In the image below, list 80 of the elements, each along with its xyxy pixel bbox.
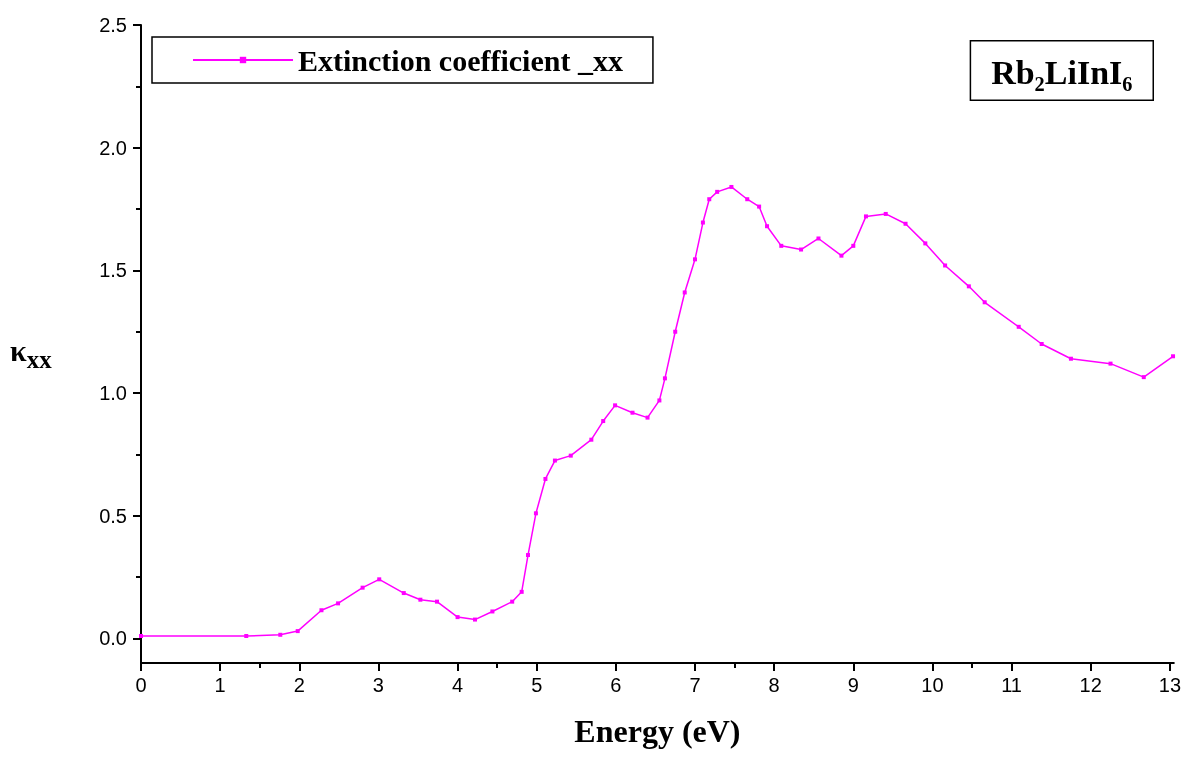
- point: [645, 415, 650, 420]
- point: [923, 241, 928, 246]
- point: [490, 609, 495, 614]
- point: [1171, 354, 1176, 359]
- point: [278, 632, 283, 637]
- point: [745, 197, 750, 202]
- x-tick-label: 11: [1001, 674, 1022, 696]
- y-tick-label: 1.5: [99, 259, 127, 282]
- point: [568, 453, 573, 458]
- point: [377, 577, 382, 582]
- point: [657, 398, 662, 403]
- x-tick-label: 6: [610, 674, 622, 696]
- point: [779, 243, 784, 248]
- point: [601, 419, 606, 424]
- point: [982, 300, 987, 305]
- point: [139, 634, 143, 639]
- point: [526, 553, 531, 558]
- point: [715, 189, 720, 194]
- point: [1141, 375, 1146, 380]
- point: [455, 615, 460, 620]
- point: [1068, 356, 1073, 361]
- point: [519, 589, 524, 594]
- point: [816, 236, 821, 241]
- point: [319, 608, 324, 613]
- x-tick-label: 9: [847, 674, 859, 696]
- y-axis-title: κ$_{xx}$: [10, 334, 52, 373]
- y-tick-label: 0.5: [99, 504, 127, 527]
- x-tick-label: 0: [135, 674, 147, 696]
- x-tick-label: 7: [689, 674, 701, 696]
- x-axis-title: Energy (eV): [574, 713, 741, 749]
- point: [510, 599, 515, 604]
- point: [435, 599, 439, 604]
- point: [729, 184, 734, 189]
- y-tick-label: 2.0: [99, 136, 127, 159]
- point: [418, 597, 423, 602]
- x-tick-label: 13: [1158, 674, 1181, 696]
- point: [533, 511, 538, 516]
- y-tick-label: 1.0: [99, 382, 127, 405]
- point: [1039, 342, 1044, 346]
- x-tick-label: 2: [293, 674, 305, 696]
- point: [401, 591, 406, 596]
- point: [903, 221, 908, 226]
- x-tick-label: 1: [214, 674, 226, 696]
- point: [863, 214, 868, 219]
- point: [662, 376, 667, 381]
- x-tick-label: 10: [921, 674, 944, 696]
- point: [943, 263, 948, 268]
- point: [700, 220, 705, 225]
- point: [839, 253, 844, 258]
- point: [765, 224, 770, 229]
- point: [799, 247, 804, 252]
- point: [1108, 361, 1113, 366]
- point: [244, 634, 249, 639]
- point: [360, 585, 365, 590]
- point: [693, 257, 698, 262]
- x-tick-label: 4: [452, 674, 464, 696]
- point: [295, 629, 300, 634]
- point: [966, 284, 971, 289]
- point: [682, 290, 687, 295]
- x-tick-label: 3: [372, 674, 384, 696]
- y-tick-label: 0.0: [99, 627, 127, 650]
- point: [613, 403, 618, 408]
- point: [673, 329, 678, 334]
- point: [883, 211, 888, 216]
- point: [589, 437, 594, 442]
- annotation: Rb₂LiInI₆: [991, 54, 1133, 91]
- point: [707, 197, 712, 202]
- x-tick-label: 8: [768, 674, 780, 696]
- point: [630, 410, 635, 415]
- y-tick-label: 2.5: [99, 14, 127, 36]
- x-tick-label: 5: [531, 674, 543, 696]
- point: [552, 458, 557, 463]
- point: [472, 617, 477, 622]
- point: [851, 243, 856, 248]
- point: [757, 204, 762, 209]
- point: [543, 476, 548, 481]
- x-tick-label: 12: [1079, 674, 1102, 696]
- point: [1016, 324, 1021, 329]
- point: [336, 601, 341, 606]
- legend-label: Extinction coefficient _xx: [298, 43, 623, 77]
